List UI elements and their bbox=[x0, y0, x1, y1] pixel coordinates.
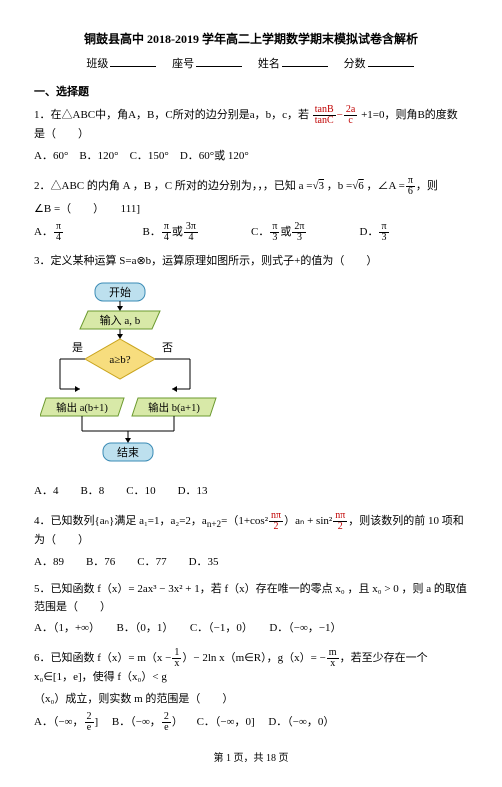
q2-sqrt3: √3 bbox=[312, 180, 324, 192]
q6-line2: （x₀）成立，则实数 m 的范围是（ ） bbox=[34, 691, 468, 709]
question-6: 6．已知函数 f（x）= m（x −1x）− 2ln x（m∈R），g（x）= … bbox=[34, 648, 468, 687]
question-1: 1．在△ABC中，角A，B，C所对的边分别是a，b，c，若 tanBtanC−2… bbox=[34, 105, 468, 144]
fc-yes: 是 bbox=[72, 341, 83, 354]
q2-tail: ，则 bbox=[416, 180, 438, 192]
q6-opts: A．（−∞，2e] B．（−∞，2e） C．（−∞，0] D．（−∞，0） bbox=[34, 712, 468, 733]
question-3: 3．定义某种运算 S=a⊗b，运算原理如图所示，则式子+的值为（ ） bbox=[34, 253, 468, 271]
fc-no: 否 bbox=[162, 342, 173, 354]
question-4: 4．已知数列{aₙ}满足 a₁=1，a₂=2，an+2=（1+cos²nπ2）a… bbox=[34, 511, 468, 550]
q4-tb: =（1+cos² bbox=[221, 515, 268, 527]
fc-outL-text: 输出 a(b+1) bbox=[56, 401, 108, 414]
blank-class bbox=[110, 55, 156, 67]
fc-end-text: 结束 bbox=[117, 446, 139, 459]
q4-ta: 4．已知数列{aₙ}满足 a₁=1，a₂=2，a bbox=[34, 515, 207, 527]
q6-ta: 6．已知函数 f（x）= m（x − bbox=[34, 652, 171, 664]
question-2: 2．△ABC 的内角 A ，B ，C 所对的边分别为，，，已知 a =√3 ，b… bbox=[34, 176, 468, 197]
q2-line2: ∠B =（ ） 111] bbox=[34, 201, 468, 219]
q6A-b: ] bbox=[95, 716, 99, 728]
q2-sqrt6: √6 bbox=[352, 180, 364, 192]
blank-seat bbox=[196, 55, 242, 67]
blank-score bbox=[368, 55, 414, 67]
q4-sub: n+2 bbox=[207, 519, 221, 529]
seat-label: 座号 bbox=[172, 58, 194, 70]
question-5: 5．已知函数 f（x）= 2ax³ − 3x² + 1，若 f（x）存在唯一的零… bbox=[34, 581, 468, 616]
flowchart-svg: 开始 输入 a, b a≥b? 是 否 输出 a(b+1) 输出 b(a+1) … bbox=[40, 281, 240, 471]
name-label: 姓名 bbox=[258, 58, 280, 70]
q6C: C．（−∞，0] bbox=[197, 716, 255, 728]
q4-f1: nπ2 bbox=[269, 511, 283, 532]
q6A-a: A．（−∞， bbox=[34, 716, 84, 728]
section-1-head: 一、选择题 bbox=[34, 84, 468, 102]
q6-tb: ）− 2ln x（m∈R），g（x）= − bbox=[182, 652, 325, 664]
q2-tb: ，b = bbox=[324, 180, 352, 192]
q4-tc: ）aₙ + sin² bbox=[284, 515, 332, 527]
q2-optD: D．π3 bbox=[360, 222, 469, 243]
q1-minus: − bbox=[337, 109, 343, 121]
q1-text: 1．在△ABC中，角A，B，C所对的边分别是a，b，c，若 bbox=[34, 109, 309, 121]
q6-f2: mx bbox=[327, 648, 339, 669]
q4-f2: nπ2 bbox=[333, 511, 347, 532]
q3-opts: A．4 B．8 C．10 D．13 bbox=[34, 483, 468, 501]
fc-cond-text: a≥b? bbox=[109, 354, 130, 366]
page-footer: 第 1 页，共 18 页 bbox=[34, 751, 468, 767]
fc-input-text: 输入 a, b bbox=[100, 313, 141, 327]
q2-opts: A．π4 B．π4或3π4 C．π3或2π3 D．π3 bbox=[34, 222, 468, 243]
q2-ta: 2．△ABC 的内角 A ，B ，C 所对的边分别为，，，已知 a = bbox=[34, 180, 312, 192]
score-label: 分数 bbox=[344, 58, 366, 70]
page: 铜鼓县高中 2018-2019 学年高二上学期数学期末模拟试卷含解析 班级 座号… bbox=[0, 0, 502, 787]
q2-fracA: π6 bbox=[406, 176, 415, 197]
q1-opts: A．60° B．120° C．150° D．60°或 120° bbox=[34, 148, 468, 166]
q6B-b: ） bbox=[172, 716, 183, 728]
q6D: D．（−∞，0） bbox=[268, 716, 334, 728]
fc-outR-text: 输出 b(a+1) bbox=[148, 401, 200, 414]
fc-start-text: 开始 bbox=[109, 285, 131, 299]
q2-optB: B．π4或3π4 bbox=[143, 222, 252, 243]
q6-f1: 1x bbox=[172, 648, 181, 669]
q2-tc: ，∠A = bbox=[364, 180, 405, 192]
header-line: 班级 座号 姓名 分数 bbox=[34, 55, 468, 74]
q4-opts: A．89 B．76 C．77 D．35 bbox=[34, 554, 468, 572]
q5-opts: A．（1，+∞） B．（0，1） C．（−1，0） D．（−∞，−1） bbox=[34, 620, 468, 638]
doc-title: 铜鼓县高中 2018-2019 学年高二上学期数学期末模拟试卷含解析 bbox=[34, 30, 468, 49]
q1-frac1: tanBtanC bbox=[313, 105, 336, 126]
q2-optC: C．π3或2π3 bbox=[251, 222, 360, 243]
q6B-a: B．（−∞， bbox=[112, 716, 161, 728]
q1-frac2: 2ac bbox=[344, 105, 357, 126]
q2-optA: A．π4 bbox=[34, 222, 143, 243]
class-label: 班级 bbox=[86, 58, 108, 70]
blank-name bbox=[282, 55, 328, 67]
